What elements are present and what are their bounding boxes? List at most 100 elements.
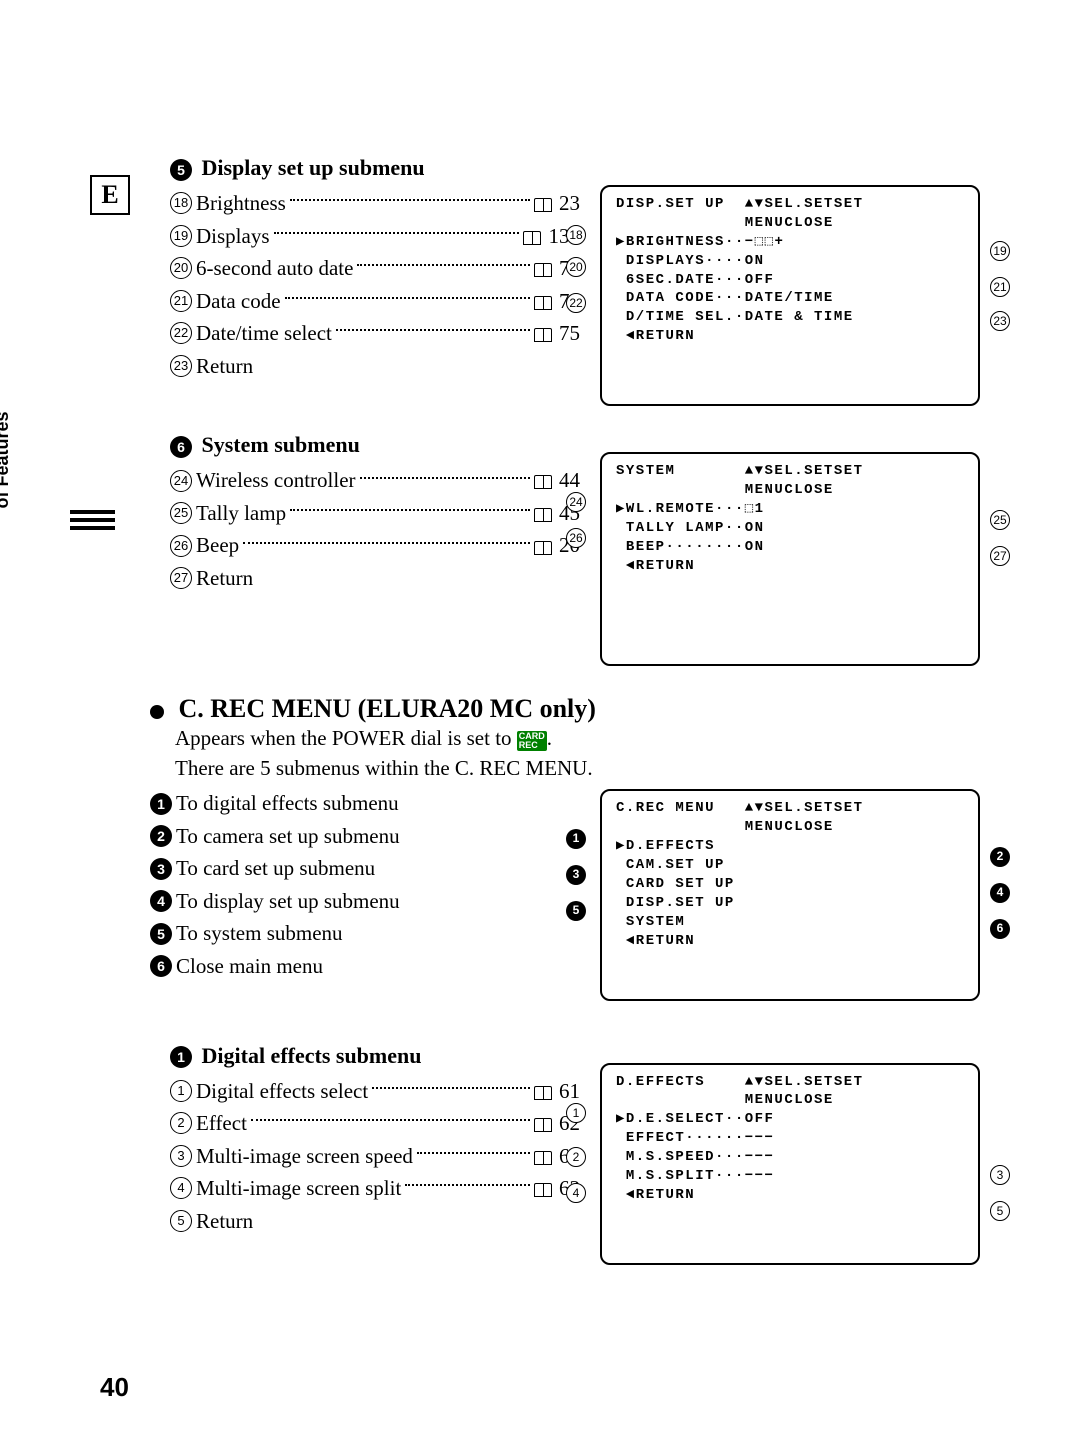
item-number: 23 — [170, 355, 192, 377]
crec-screen: C.REC MENU ▲▼SEL.SETSET MENUCLOSE ▶D.EFF… — [600, 789, 980, 1000]
list-item: 1To digital effects submenu — [150, 787, 560, 820]
item-number: 4 — [170, 1177, 192, 1199]
item-label: Date/time select — [196, 317, 332, 350]
book-icon — [534, 1183, 552, 1197]
deff-screen-wrap: 1 2 4 3 5 D.EFFECTS ▲▼SEL.SETSET MENUCLO… — [600, 1063, 980, 1265]
card-rec-icon: CARDREC — [517, 731, 547, 751]
book-icon — [534, 1118, 552, 1132]
list-item: 1Digital effects select 61 — [170, 1075, 580, 1108]
book-icon — [534, 541, 552, 555]
list-item: 22Date/time select 75 — [170, 317, 580, 350]
item-label: To system submenu — [176, 917, 343, 950]
section-title-6: System submenu — [202, 432, 360, 457]
list-item: 6Close main menu — [150, 950, 560, 983]
deff-screen: D.EFFECTS ▲▼SEL.SETSET MENUCLOSE ▶D.E.SE… — [600, 1063, 980, 1265]
list-item: 2To camera set up submenu — [150, 820, 560, 853]
book-icon — [534, 1086, 552, 1100]
item-label: Digital effects select — [196, 1075, 368, 1108]
item-number: 6 — [150, 955, 172, 977]
item-label: Wireless controller — [196, 464, 356, 497]
page-number: 40 — [100, 1372, 129, 1403]
list-item: 4To display set up submenu — [150, 885, 560, 918]
item-number: 21 — [170, 290, 192, 312]
item-label: Beep — [196, 529, 239, 562]
deff-num: 1 — [170, 1046, 192, 1068]
sidebar-label: Using the Full Range of Features — [0, 360, 13, 560]
book-icon — [534, 1151, 552, 1165]
list-item: 23Return — [170, 350, 580, 383]
item-label: Return — [196, 350, 253, 383]
section-num-5: 5 — [170, 159, 192, 181]
item-label: Brightness — [196, 187, 286, 220]
page-ref: 23 — [534, 187, 580, 220]
section-5: 5 Display set up submenu 18Brightness 23… — [100, 155, 1000, 382]
sec6-screen-wrap: 24 26 25 27 SYSTEM ▲▼SEL.SETSET MENUCLOS… — [600, 452, 980, 665]
item-label: To card set up submenu — [176, 852, 375, 885]
list-item: 5Return — [170, 1205, 580, 1238]
item-number: 24 — [170, 470, 192, 492]
item-number: 3 — [150, 858, 172, 880]
sidebar-bars — [70, 510, 115, 534]
section-num-6: 6 — [170, 436, 192, 458]
item-label: Close main menu — [176, 950, 323, 983]
page-ref: 75 — [534, 317, 580, 350]
item-label: To camera set up submenu — [176, 820, 400, 853]
item-number: 2 — [170, 1112, 192, 1134]
list-item: 4Multi-image screen split 63 — [170, 1172, 580, 1205]
book-icon — [534, 475, 552, 489]
item-number: 4 — [150, 890, 172, 912]
deff-title: Digital effects submenu — [202, 1043, 422, 1068]
list-item: 5To system submenu — [150, 917, 560, 950]
disp-setup-screen: DISP.SET UP ▲▼SEL.SETSET MENUCLOSE ▶BRIG… — [600, 185, 980, 406]
book-icon — [534, 198, 552, 212]
list-item: 19Displays 137 — [170, 220, 580, 253]
system-screen: SYSTEM ▲▼SEL.SETSET MENUCLOSE ▶WL.REMOTE… — [600, 452, 980, 665]
list-item: 206-second auto date 77 — [170, 252, 580, 285]
book-icon — [534, 296, 552, 310]
item-label: Displays — [196, 220, 270, 253]
item-label: Multi-image screen speed — [196, 1140, 413, 1173]
item-number: 27 — [170, 567, 192, 589]
sec5-screen-wrap: 18 20 22 19 21 23 DISP.SET UP ▲▼SEL.SETS… — [600, 185, 980, 406]
item-number: 2 — [150, 825, 172, 847]
item-label: Tally lamp — [196, 497, 286, 530]
list-item: 26Beep 20 — [170, 529, 580, 562]
item-number: 3 — [170, 1145, 192, 1167]
item-label: To digital effects submenu — [176, 787, 399, 820]
deff-section: 1 Digital effects submenu 1Digital effec… — [100, 1043, 1000, 1238]
item-number: 5 — [170, 1210, 192, 1232]
item-label: To display set up submenu — [176, 885, 400, 918]
crec-heading: C. REC MENU (ELURA20 MC only) — [179, 694, 596, 723]
book-icon — [534, 263, 552, 277]
page-content: E 5 Display set up submenu 18Brightness … — [100, 155, 1000, 1287]
list-item: 21Data code 76 — [170, 285, 580, 318]
list-item: 3Multi-image screen speed 63 — [170, 1140, 580, 1173]
item-number: 1 — [150, 793, 172, 815]
list-item: 25Tally lamp 45 — [170, 497, 580, 530]
item-number: 25 — [170, 502, 192, 524]
list-item: 3To card set up submenu — [150, 852, 560, 885]
book-icon — [534, 328, 552, 342]
item-number: 22 — [170, 322, 192, 344]
bullet-icon — [150, 705, 164, 719]
list-item: 24Wireless controller 44 — [170, 464, 580, 497]
list-item: 18Brightness 23 — [170, 187, 580, 220]
book-icon — [534, 508, 552, 522]
section-6: 6 System submenu 24Wireless controller 4… — [100, 432, 1000, 594]
item-label: Return — [196, 562, 253, 595]
list-item: 27Return — [170, 562, 580, 595]
book-icon — [523, 231, 541, 245]
crec-intro1: Appears when the POWER dial is set to — [175, 726, 517, 750]
list-item: 2Effect 62 — [170, 1107, 580, 1140]
section-title-5: Display set up submenu — [202, 155, 425, 180]
item-number: 20 — [170, 257, 192, 279]
item-number: 5 — [150, 923, 172, 945]
item-label: Effect — [196, 1107, 247, 1140]
item-number: 18 — [170, 192, 192, 214]
item-label: 6-second auto date — [196, 252, 353, 285]
crec-section: C. REC MENU (ELURA20 MC only) Appears wh… — [100, 694, 1000, 982]
crec-screen-wrap: 1 3 5 2 4 6 C.REC MENU ▲▼SEL.SETSET MENU… — [600, 789, 980, 1000]
item-label: Multi-image screen split — [196, 1172, 401, 1205]
item-label: Data code — [196, 285, 281, 318]
item-number: 1 — [170, 1080, 192, 1102]
